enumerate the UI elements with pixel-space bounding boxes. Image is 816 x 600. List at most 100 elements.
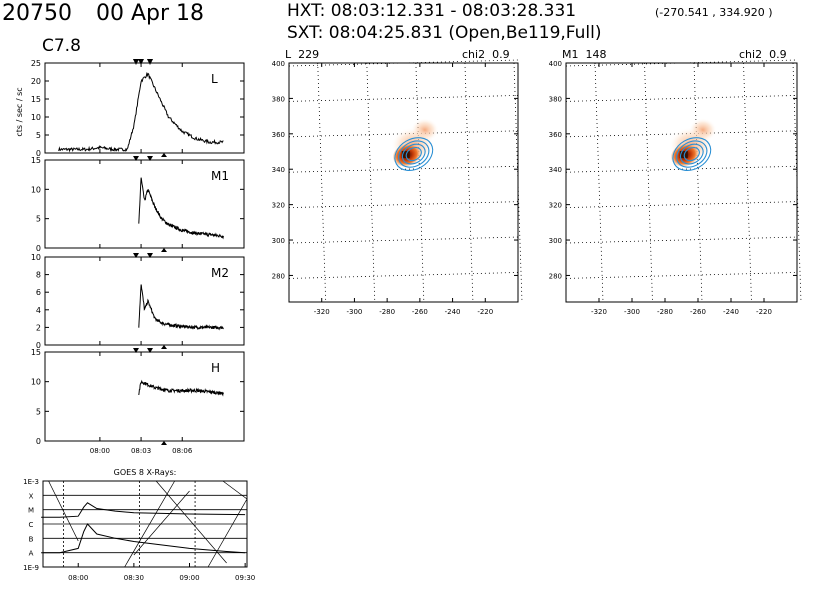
x-tick-label: -240 xyxy=(445,308,461,316)
y-tick-label: 0 xyxy=(36,149,41,158)
lightcurve-frame-m2 xyxy=(44,256,245,346)
y-tick-label: 320 xyxy=(272,202,285,210)
time-marker xyxy=(147,253,153,258)
hxt-contour xyxy=(676,140,708,168)
y-tick-label: 15 xyxy=(31,156,41,165)
lightcurve-ylabel: cts / sec / sc xyxy=(15,87,24,136)
lightcurve-label-m2: M2 xyxy=(211,266,229,280)
time-marker xyxy=(133,348,139,353)
event-id: 20750 xyxy=(2,1,72,26)
y-tick-label: 280 xyxy=(549,272,562,280)
grid-line xyxy=(565,236,798,244)
x-tick-label: -280 xyxy=(379,308,395,316)
x-tick-label: -320 xyxy=(314,308,330,316)
grid-line xyxy=(317,62,327,303)
time-marker xyxy=(133,59,139,64)
lightcurve-series-h xyxy=(138,379,224,397)
y-tick-label: 380 xyxy=(272,95,285,103)
grid-line xyxy=(464,62,474,303)
goes-class-label: B xyxy=(29,535,34,543)
y-tick-label: 300 xyxy=(272,237,285,245)
hxt-contour xyxy=(672,137,712,172)
x-tick-label: 08:06 xyxy=(172,447,193,455)
time-marker xyxy=(133,156,139,161)
grid-line xyxy=(594,62,604,303)
map-frame xyxy=(565,62,798,303)
y-tick-label: 380 xyxy=(549,95,562,103)
grid-line xyxy=(644,62,653,303)
hxt-contour xyxy=(401,143,426,165)
x-tick-label: -260 xyxy=(412,308,428,316)
map-panel-l: 280 300 320 340 360 380 400 -320 -300 -280 -260 -24… xyxy=(272,59,523,316)
hxt-contour xyxy=(679,143,704,165)
y-tick-label: 10 xyxy=(31,253,41,262)
lightcurve-label-l: L xyxy=(211,72,218,86)
goes-title: GOES 8 X-Rays: xyxy=(114,468,177,477)
grid-line xyxy=(565,272,798,279)
map-panel-m1: 280 300 320 340 360 380 400 -320 -300 -280 -260 -24… xyxy=(549,59,802,316)
goes-class-label: C7.8 xyxy=(42,36,81,56)
hxt-contour xyxy=(683,146,700,162)
grid-line xyxy=(415,62,425,303)
goes-class-label: A xyxy=(29,550,34,558)
hxt-time-range: HXT: 08:03:12.331 - 08:03:28.331 xyxy=(287,1,577,21)
x-tick-label: 09:00 xyxy=(179,574,199,582)
map-l-chi2: chi2 0.9 xyxy=(462,48,510,61)
map-m1-chi2: chi2 0.9 xyxy=(739,48,787,61)
y-tick-label: 10 xyxy=(31,185,41,194)
map-m1-band: M1 148 xyxy=(562,48,607,61)
x-tick-label: 09:30 xyxy=(235,574,255,582)
map-frame xyxy=(288,62,519,303)
lightcurve-frame-l xyxy=(44,62,245,154)
x-tick-label: -300 xyxy=(346,308,362,316)
grid-line xyxy=(565,165,798,173)
x-tick-label: 08:03 xyxy=(131,447,151,455)
grid-line xyxy=(693,62,703,303)
x-tick-label: -300 xyxy=(624,308,640,316)
x-tick-label: -220 xyxy=(756,308,772,316)
time-marker xyxy=(147,156,153,161)
goes-series-1 xyxy=(41,502,246,518)
y-tick-label: 10 xyxy=(31,378,41,387)
lightcurve-label-m1: M1 xyxy=(211,169,229,183)
y-tick-label: 0 xyxy=(36,244,41,253)
lightcurve-series-l xyxy=(58,71,224,153)
hxt-contour xyxy=(398,140,430,168)
y-tick-label: 0 xyxy=(36,341,41,350)
lightcurve-frame-h xyxy=(44,351,245,442)
y-tick-label: 400 xyxy=(549,60,562,68)
hxt-contour xyxy=(394,137,434,172)
time-marker xyxy=(133,253,139,258)
lightcurve-frame-m1 xyxy=(44,159,245,249)
x-tick-label: 08:30 xyxy=(124,574,144,582)
hxt-contour xyxy=(405,146,422,162)
grid-line xyxy=(288,95,519,102)
y-tick-label: 2 xyxy=(36,323,41,332)
time-marker xyxy=(161,441,167,445)
hxt-coordinates: (-270.541 , 334.920 ) xyxy=(655,6,773,19)
time-marker xyxy=(161,248,167,252)
y-tick-label: 8 xyxy=(36,271,41,280)
y-tick-label: 5 xyxy=(36,215,41,224)
goes-ytick-top: 1E-3 xyxy=(23,478,39,486)
goes-sweep-line xyxy=(133,490,190,556)
grid-line xyxy=(565,201,798,209)
grid-line xyxy=(565,95,798,102)
y-tick-label: 15 xyxy=(31,95,41,104)
y-tick-label: 25 xyxy=(31,59,41,68)
goes-class-label: X xyxy=(29,492,34,500)
x-tick-label: -240 xyxy=(723,308,739,316)
goes-series-2 xyxy=(41,523,246,554)
y-tick-label: 360 xyxy=(549,131,562,139)
goes-sweep-line xyxy=(222,480,248,500)
x-tick-label: 08:00 xyxy=(90,447,110,455)
x-tick-label: 08:00 xyxy=(68,574,88,582)
y-tick-label: 15 xyxy=(31,348,41,357)
goes-class-label: M xyxy=(28,507,34,515)
x-tick-label: -220 xyxy=(477,308,493,316)
y-tick-label: 340 xyxy=(272,166,285,174)
lightcurve-label-h: H xyxy=(211,361,220,375)
y-tick-label: 400 xyxy=(272,60,285,68)
y-tick-label: 320 xyxy=(549,202,562,210)
grid-line xyxy=(565,130,798,138)
